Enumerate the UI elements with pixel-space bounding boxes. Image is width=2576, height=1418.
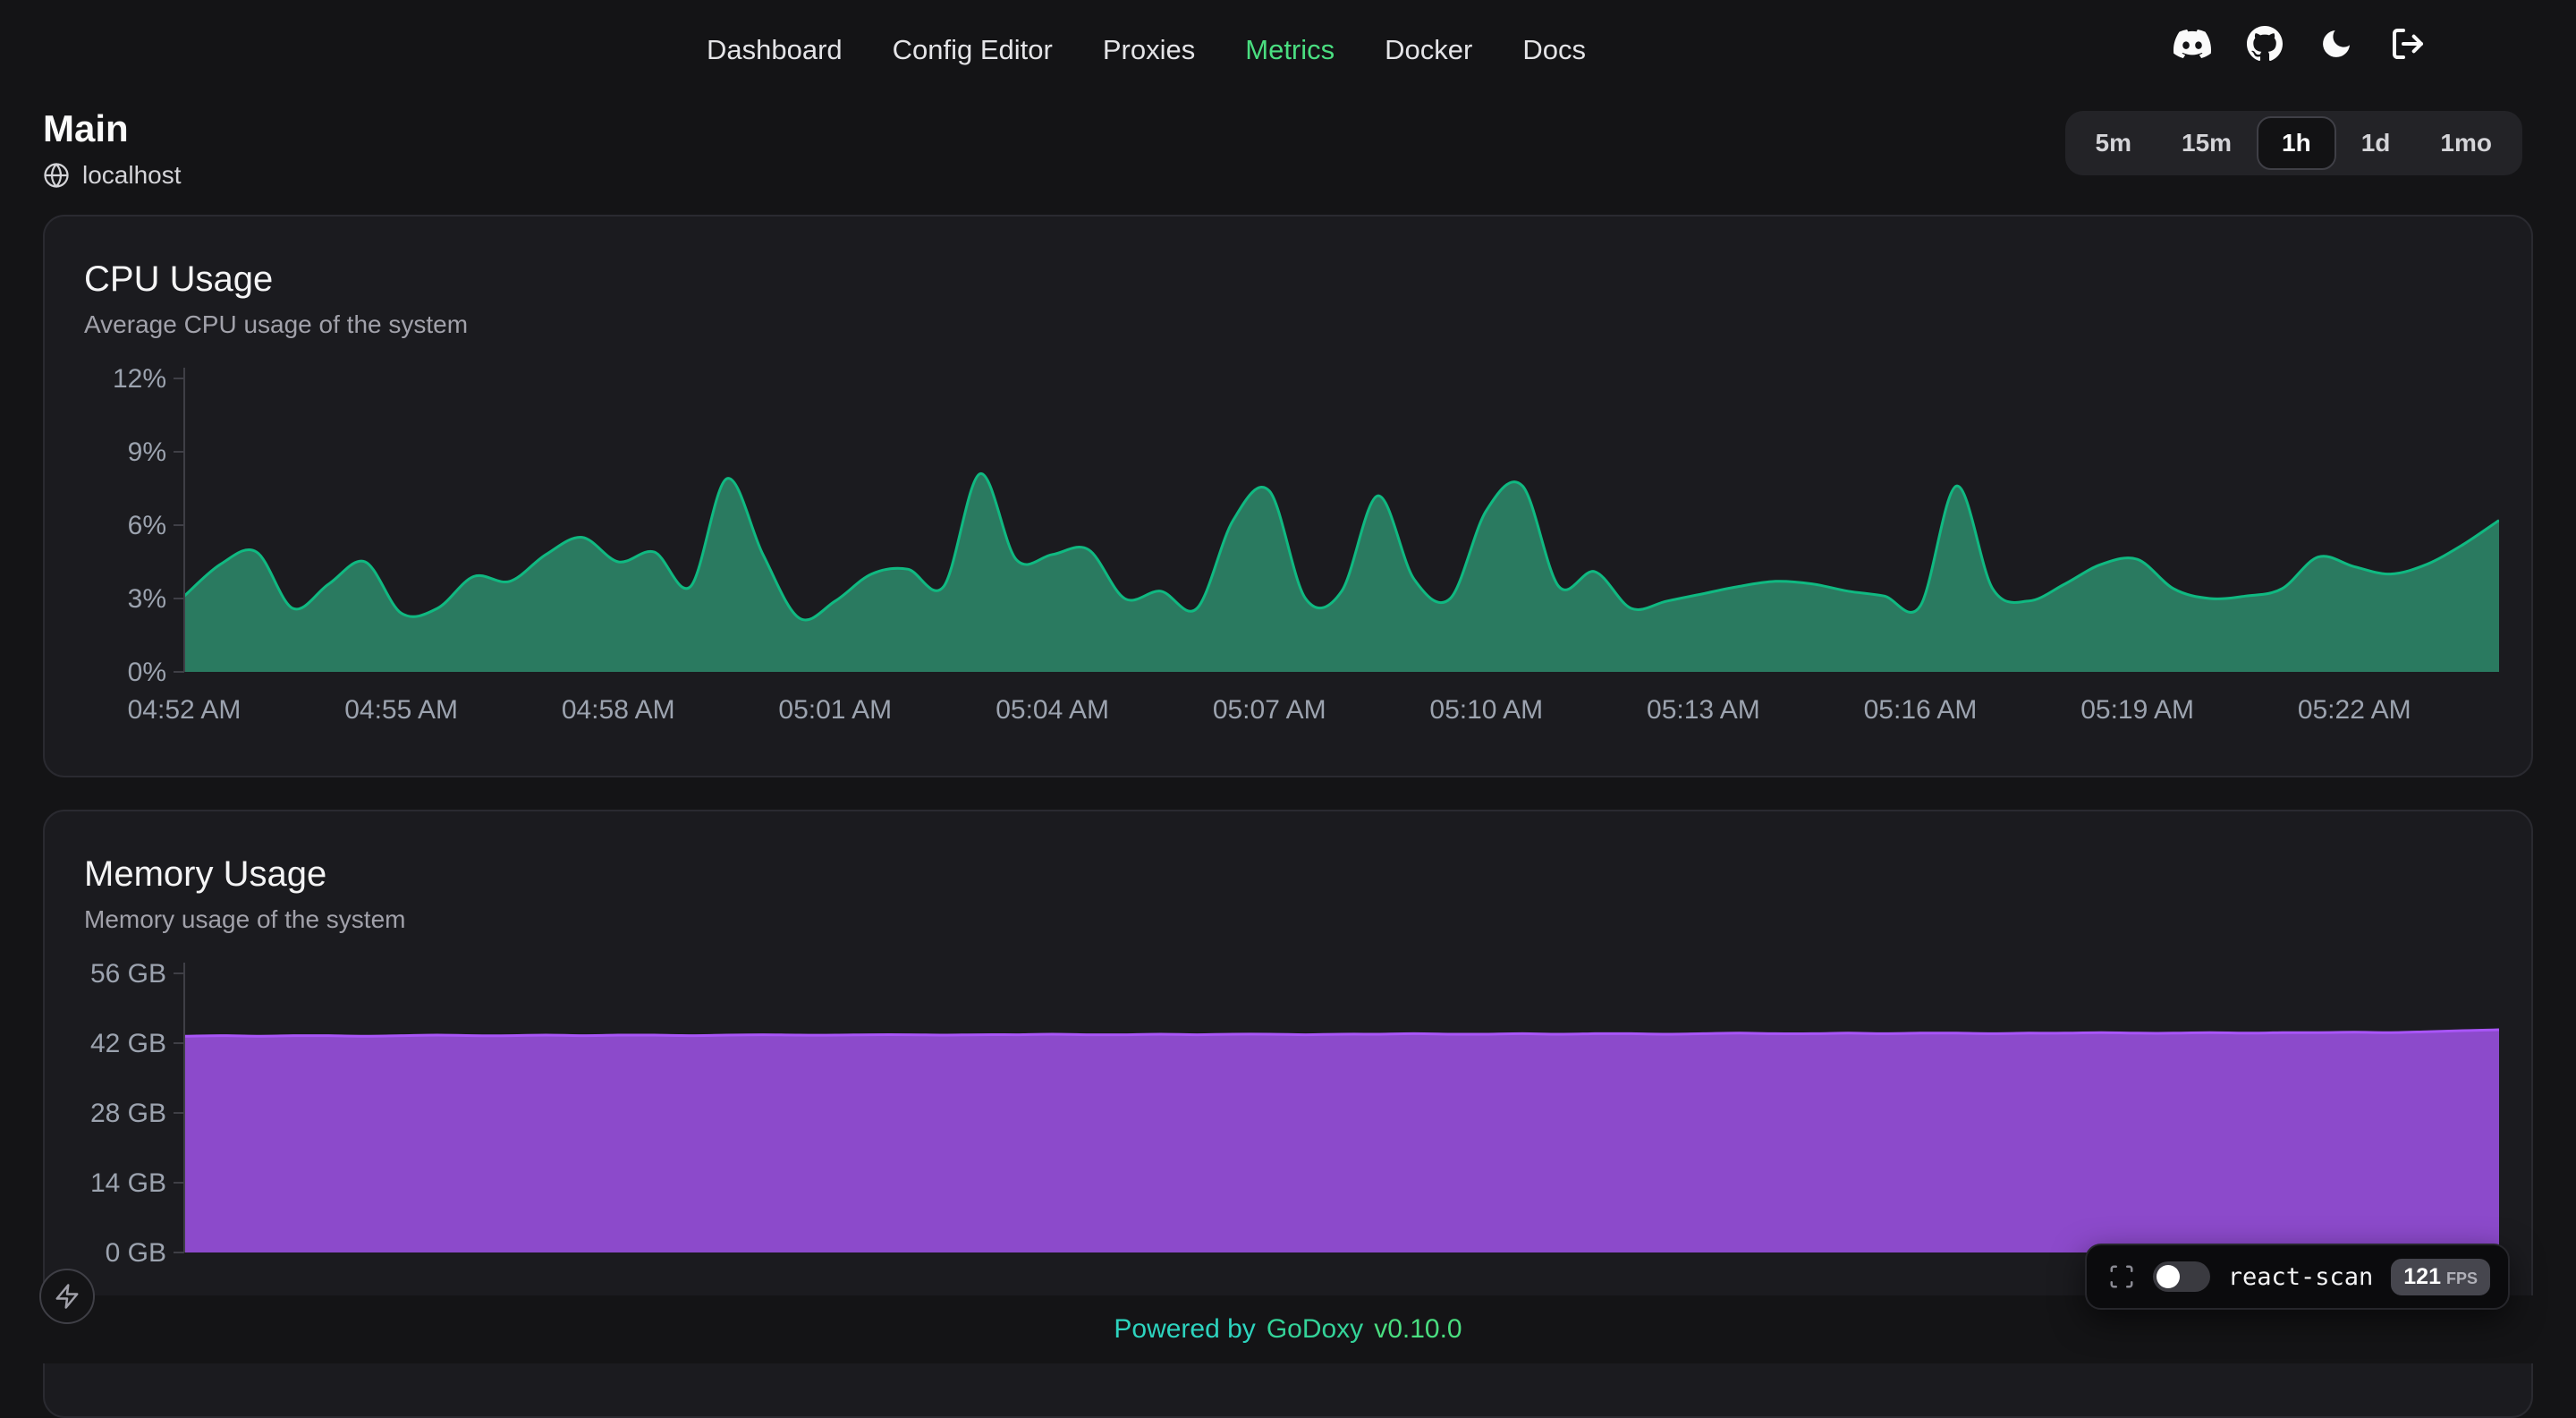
- host-label: localhost: [82, 161, 182, 190]
- logout-icon[interactable]: [2390, 26, 2426, 62]
- nav-item-proxies[interactable]: Proxies: [1103, 34, 1195, 66]
- svg-text:6%: 6%: [128, 511, 166, 540]
- godoxy-link[interactable]: GoDoxy: [1267, 1314, 1363, 1345]
- fps-value: 121: [2403, 1264, 2441, 1290]
- svg-text:04:58 AM: 04:58 AM: [562, 695, 675, 725]
- main-nav: Dashboard Config Editor Proxies Metrics …: [707, 34, 1586, 66]
- nav-item-config-editor[interactable]: Config Editor: [893, 34, 1053, 66]
- svg-text:28 GB: 28 GB: [90, 1099, 166, 1128]
- zap-button[interactable]: [39, 1269, 95, 1324]
- react-scan-toggle[interactable]: [2153, 1261, 2210, 1292]
- svg-text:05:07 AM: 05:07 AM: [1213, 695, 1326, 725]
- svg-text:42 GB: 42 GB: [90, 1029, 166, 1058]
- version-link[interactable]: v0.10.0: [1374, 1314, 1462, 1345]
- svg-text:3%: 3%: [128, 584, 166, 614]
- cpu-card-subtitle: Average CPU usage of the system: [84, 310, 2492, 339]
- cpu-usage-card: CPU Usage Average CPU usage of the syste…: [43, 215, 2533, 777]
- nav-item-dashboard[interactable]: Dashboard: [707, 34, 843, 66]
- nav-item-docker[interactable]: Docker: [1385, 34, 1472, 66]
- host-info: Main localhost: [43, 107, 182, 190]
- github-icon[interactable]: [2247, 26, 2283, 62]
- topbar-icons: [2174, 25, 2426, 63]
- range-option-1mo[interactable]: 1mo: [2415, 116, 2517, 170]
- svg-text:9%: 9%: [128, 437, 166, 467]
- nav-item-docs[interactable]: Docs: [1522, 34, 1586, 66]
- range-option-1h[interactable]: 1h: [2257, 116, 2336, 170]
- page-title: Main: [43, 107, 182, 150]
- zap-icon: [54, 1283, 80, 1310]
- toggle-knob: [2157, 1265, 2180, 1288]
- inspect-icon[interactable]: [2108, 1263, 2135, 1290]
- svg-text:0%: 0%: [128, 658, 166, 687]
- react-scan-toolbar[interactable]: react-scan 121 FPS: [2085, 1244, 2510, 1310]
- fps-unit: FPS: [2446, 1269, 2478, 1288]
- cpu-usage-chart[interactable]: 0% 3% 6% 9% 12% 04:52 AM 04:55 AM 04:58 AM 05:01…: [84, 364, 2499, 740]
- topbar: Dashboard Config Editor Proxies Metrics …: [0, 0, 2576, 100]
- powered-by-text: Powered by: [1114, 1314, 1255, 1345]
- svg-text:05:10 AM: 05:10 AM: [1429, 695, 1543, 725]
- memory-card-subtitle: Memory usage of the system: [84, 905, 2492, 934]
- svg-text:04:52 AM: 04:52 AM: [128, 695, 242, 725]
- cpu-card-title: CPU Usage: [84, 259, 2492, 300]
- discord-icon[interactable]: [2174, 25, 2211, 63]
- range-option-15m[interactable]: 15m: [2157, 116, 2257, 170]
- range-option-1d[interactable]: 1d: [2336, 116, 2416, 170]
- svg-text:04:55 AM: 04:55 AM: [344, 695, 458, 725]
- svg-text:0 GB: 0 GB: [106, 1238, 166, 1268]
- svg-text:05:04 AM: 05:04 AM: [996, 695, 1109, 725]
- svg-text:14 GB: 14 GB: [90, 1168, 166, 1198]
- react-scan-label: react-scan: [2228, 1263, 2374, 1291]
- memory-card-title: Memory Usage: [84, 854, 2492, 895]
- svg-text:05:16 AM: 05:16 AM: [1864, 695, 1978, 725]
- svg-text:05:19 AM: 05:19 AM: [2080, 695, 2194, 725]
- globe-icon: [43, 162, 70, 189]
- host-row: localhost: [43, 161, 182, 190]
- svg-text:05:22 AM: 05:22 AM: [2298, 695, 2411, 725]
- time-range-selector: 5m 15m 1h 1d 1mo: [2065, 111, 2522, 175]
- fps-badge: 121 FPS: [2391, 1259, 2490, 1295]
- nav-item-metrics[interactable]: Metrics: [1245, 34, 1335, 66]
- svg-text:56 GB: 56 GB: [90, 959, 166, 989]
- svg-text:05:13 AM: 05:13 AM: [1647, 695, 1760, 725]
- svg-text:12%: 12%: [113, 364, 166, 394]
- page-head: Main localhost 5m 15m 1h 1d 1mo: [0, 100, 2576, 190]
- theme-moon-icon[interactable]: [2318, 26, 2354, 62]
- svg-text:05:01 AM: 05:01 AM: [778, 695, 892, 725]
- range-option-5m[interactable]: 5m: [2071, 116, 2157, 170]
